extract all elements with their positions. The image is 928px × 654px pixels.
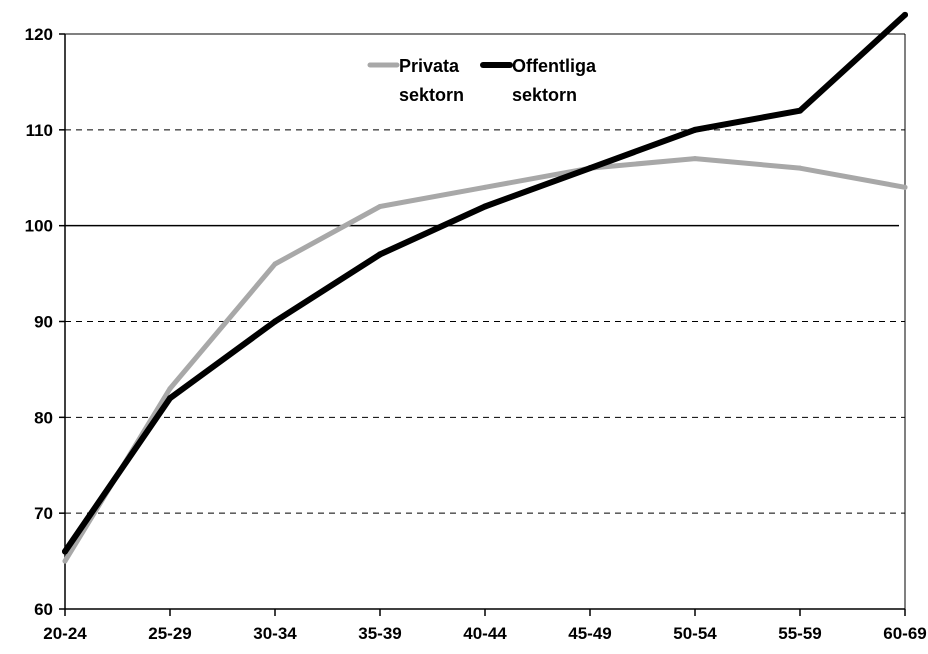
x-tick-label: 45-49 [568, 624, 611, 643]
series-line-privata-sektorn [62, 156, 908, 564]
y-tick-label: 70 [34, 504, 53, 523]
legend: Privata sektorn Offentliga sektorn [367, 56, 597, 105]
x-tick-label: 35-39 [358, 624, 401, 643]
legend-label-privata-sektorn: Privata [399, 56, 460, 76]
data-point [902, 11, 908, 18]
y-tick-label: 90 [34, 313, 53, 332]
y-tick-label: 110 [26, 121, 53, 140]
x-tick-label: 40-44 [463, 624, 507, 643]
data-point [482, 184, 488, 190]
legend-label-privata-sektorn: sektorn [399, 85, 464, 105]
legend-label-offentliga-sektorn: Offentliga [512, 56, 597, 76]
data-point [167, 386, 173, 392]
series-lines [62, 11, 908, 564]
x-tick-label: 30-34 [253, 624, 297, 643]
gridlines [65, 129, 905, 514]
data-point [377, 204, 383, 209]
x-tick-label: 60-69 [883, 624, 926, 643]
x-tick-label: 25-29 [148, 624, 191, 643]
data-point [797, 107, 803, 114]
x-tick-label: 20-24 [43, 624, 87, 643]
data-point [62, 548, 68, 555]
y-tick-label: 120 [25, 25, 53, 44]
y-tick-label: 80 [34, 408, 53, 427]
data-point [272, 261, 278, 267]
x-tick-label: 55-59 [778, 624, 821, 643]
data-point [692, 156, 698, 162]
data-point [902, 184, 908, 190]
series-line-offentliga-sektorn [62, 11, 908, 555]
data-point [797, 165, 803, 171]
data-point [587, 165, 593, 172]
data-point [62, 558, 68, 564]
data-point [272, 318, 278, 325]
y-tick-label: 60 [34, 600, 53, 619]
data-point [482, 203, 488, 210]
data-point [167, 395, 173, 402]
x-axis-ticks: 20-24 25-29 30-34 35-39 40-44 45-49 50-54 55-59… [43, 609, 927, 643]
legend-label-offentliga-sektorn: sektorn [512, 85, 577, 105]
data-point [377, 251, 383, 258]
x-tick-label: 50-54 [673, 624, 717, 643]
data-point [692, 126, 698, 133]
y-tick-label: 100 [25, 217, 53, 236]
y-axis-ticks: 60 70 80 90 100 110 120 [25, 25, 65, 619]
